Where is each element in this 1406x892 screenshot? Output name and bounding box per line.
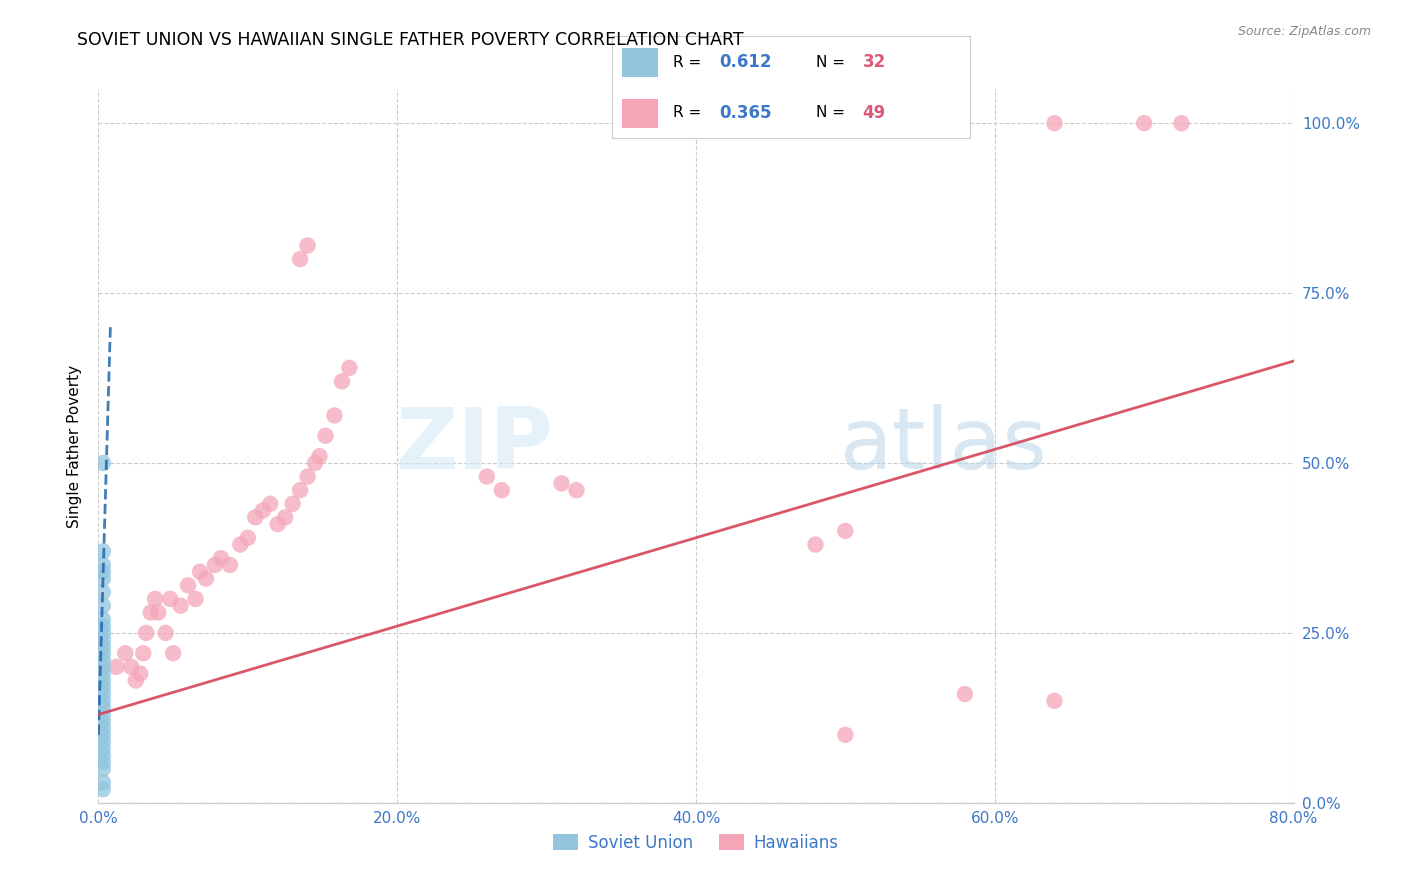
Point: [91, 456, 114, 470]
Point: [550, 476, 572, 491]
Point: [139, 606, 162, 620]
Point: [834, 728, 856, 742]
Text: 49: 49: [862, 103, 886, 121]
Point: [91, 755, 114, 769]
Point: [91, 707, 114, 722]
Point: [195, 572, 218, 586]
Point: [91, 762, 114, 776]
Point: [259, 497, 281, 511]
Point: [91, 782, 114, 797]
Point: [91, 646, 114, 660]
Point: [91, 666, 114, 681]
Point: [315, 429, 337, 443]
Point: [120, 660, 142, 674]
Point: [1043, 116, 1066, 130]
Point: [475, 469, 498, 483]
Point: [184, 591, 207, 606]
Text: 0.365: 0.365: [720, 103, 772, 121]
Point: [114, 646, 136, 660]
Point: [91, 599, 114, 613]
Point: [91, 660, 114, 674]
Point: [288, 483, 311, 498]
Point: [159, 591, 181, 606]
Point: [143, 591, 166, 606]
Point: [1133, 116, 1156, 130]
Point: [91, 728, 114, 742]
Point: [91, 632, 114, 647]
Point: [132, 646, 155, 660]
Point: [169, 599, 191, 613]
Point: [91, 721, 114, 735]
Point: [204, 558, 226, 572]
Point: [245, 510, 267, 524]
Point: [804, 537, 827, 551]
Point: [91, 741, 114, 756]
Point: [1170, 116, 1192, 130]
Text: R =: R =: [672, 105, 706, 120]
Point: [91, 640, 114, 654]
Point: [339, 360, 361, 375]
Point: [91, 653, 114, 667]
Point: [177, 578, 200, 592]
Point: [91, 734, 114, 748]
Point: [91, 680, 114, 694]
Point: [91, 619, 114, 633]
Point: [188, 565, 211, 579]
Text: N =: N =: [815, 54, 849, 70]
Point: [297, 238, 319, 252]
Point: [209, 551, 232, 566]
Point: [91, 572, 114, 586]
Point: [91, 714, 114, 729]
Point: [162, 646, 184, 660]
Point: [288, 252, 311, 266]
Point: [281, 497, 304, 511]
Point: [91, 687, 114, 701]
Point: [91, 544, 114, 558]
Point: [491, 483, 513, 498]
Point: [323, 409, 346, 423]
Point: [91, 775, 114, 789]
Point: [1043, 694, 1066, 708]
Point: [274, 510, 297, 524]
Point: [91, 585, 114, 599]
Text: N =: N =: [815, 105, 849, 120]
Point: [91, 748, 114, 763]
Point: [91, 694, 114, 708]
Y-axis label: Single Father Poverty: Single Father Poverty: [67, 365, 83, 527]
Point: [304, 456, 326, 470]
Text: Source: ZipAtlas.com: Source: ZipAtlas.com: [1237, 25, 1371, 38]
Point: [91, 565, 114, 579]
Point: [129, 666, 152, 681]
Point: [91, 673, 114, 688]
Text: 0.612: 0.612: [720, 54, 772, 71]
Point: [125, 673, 148, 688]
Point: [297, 469, 319, 483]
Point: [148, 606, 170, 620]
Text: atlas: atlas: [839, 404, 1047, 488]
Point: [91, 626, 114, 640]
Text: SOVIET UNION VS HAWAIIAN SINGLE FATHER POVERTY CORRELATION CHART: SOVIET UNION VS HAWAIIAN SINGLE FATHER P…: [77, 31, 744, 49]
Point: [834, 524, 856, 538]
Point: [308, 449, 330, 463]
Point: [236, 531, 259, 545]
Point: [267, 517, 290, 532]
Bar: [623, 99, 658, 128]
Point: [330, 375, 353, 389]
Point: [135, 626, 157, 640]
Point: [565, 483, 588, 498]
Point: [91, 558, 114, 572]
Text: 32: 32: [862, 54, 886, 71]
Point: [91, 700, 114, 714]
Text: R =: R =: [672, 54, 706, 70]
Point: [91, 612, 114, 626]
Point: [105, 660, 128, 674]
Point: [252, 503, 274, 517]
Legend: Soviet Union, Hawaiians: Soviet Union, Hawaiians: [547, 828, 845, 859]
Point: [155, 626, 177, 640]
Text: ZIP: ZIP: [395, 404, 553, 488]
Point: [219, 558, 242, 572]
Bar: [623, 48, 658, 77]
Point: [229, 537, 252, 551]
Point: [953, 687, 976, 701]
